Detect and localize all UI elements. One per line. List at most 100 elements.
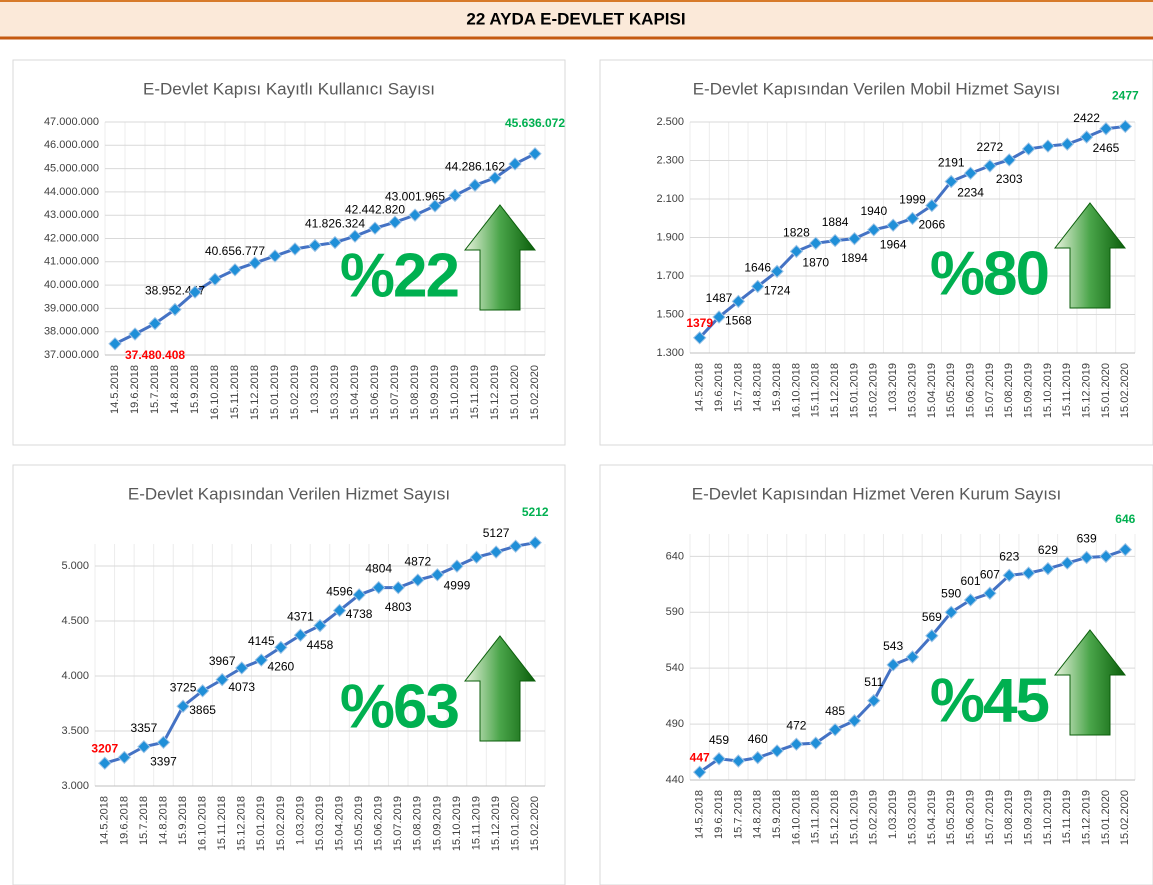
y-tick-label: 5.000 (61, 560, 89, 572)
x-tick-label: 14.8.2018 (752, 363, 764, 412)
value-label: 1487 (706, 291, 733, 305)
x-tick-label: 15.01.2019 (848, 363, 860, 418)
x-tick-label: 15.12.2019 (1081, 363, 1093, 418)
y-tick-label: 4.000 (61, 670, 89, 682)
x-tick-label: 15.08.2019 (409, 365, 421, 420)
x-tick-label: 15.9.2018 (771, 790, 783, 839)
marker (528, 147, 542, 161)
x-tick-label: 15.12.2019 (490, 796, 502, 851)
x-tick-label: 15.10.2019 (449, 365, 461, 420)
marker (313, 618, 327, 633)
value-label: 1568 (725, 314, 752, 328)
x-tick-label: 14.5.2018 (99, 796, 111, 845)
value-label: 1379 (686, 316, 713, 330)
marker (274, 640, 288, 655)
marker (828, 722, 842, 737)
value-label: 2477 (1112, 89, 1139, 103)
x-tick-label: 15.08.2019 (1003, 363, 1015, 418)
marker (468, 178, 482, 192)
marker (789, 244, 804, 259)
value-label: 3967 (209, 654, 236, 668)
value-label: 5127 (483, 526, 510, 540)
marker (828, 233, 842, 248)
x-tick-label: 14.8.2018 (169, 365, 181, 414)
x-tick-label: 1.03.2019 (887, 790, 899, 839)
growth-arrow (1053, 202, 1127, 309)
value-label: 3725 (170, 680, 197, 694)
x-tick-label: 15.03.2019 (329, 365, 341, 420)
value-label: 40.656.777 (205, 244, 265, 258)
marker (235, 661, 249, 675)
y-tick-label: 44.000.000 (44, 186, 99, 198)
marker (1099, 549, 1113, 564)
marker (1041, 139, 1055, 153)
x-tick-label: 15.7.2018 (732, 790, 744, 839)
x-tick-label: 15.11.2018 (229, 365, 241, 419)
value-label: 2191 (938, 156, 965, 170)
value-label: 4145 (248, 634, 275, 648)
chart-title: E-Devlet Kapısı Kayıtlı Kullanıcı Sayısı (143, 79, 435, 98)
marker (1118, 542, 1133, 557)
y-tick-label: 540 (666, 662, 684, 674)
value-label: 4738 (346, 607, 373, 621)
value-label: 42.442.820 (345, 202, 405, 216)
value-label: 1724 (764, 284, 791, 298)
x-tick-label: 1.03.2019 (309, 365, 321, 414)
marker (215, 672, 229, 687)
value-label: 5212 (522, 505, 549, 519)
value-label: 459 (709, 733, 729, 747)
value-label: 1884 (822, 215, 849, 229)
marker (428, 199, 442, 213)
x-tick-label: 15.12.2018 (249, 365, 261, 420)
y-tick-label: 1.900 (656, 231, 684, 243)
marker (248, 256, 262, 270)
header-bar (0, 0, 1153, 38)
x-tick-label: 15.01.2019 (255, 796, 267, 851)
chart-title: E-Devlet Kapısından Verilen Mobil Hizmet… (693, 79, 1061, 98)
page-title: 22 AYDA E-DEVLET KAPISI (466, 9, 685, 28)
x-tick-label: 15.02.2020 (529, 365, 541, 420)
value-label: 4260 (268, 660, 295, 674)
value-label: 38.952.447 (145, 284, 205, 298)
x-tick-label: 14.8.2018 (157, 796, 169, 845)
marker (98, 756, 112, 770)
marker (430, 568, 445, 582)
x-tick-label: 15.02.2019 (289, 365, 301, 420)
value-label: 41.826.324 (305, 217, 365, 231)
x-tick-label: 15.03.2019 (906, 790, 918, 845)
marker (328, 235, 342, 250)
x-tick-label: 15.01.2019 (269, 365, 281, 420)
marker (847, 714, 862, 728)
x-tick-label: 15.02.2019 (868, 363, 880, 418)
x-tick-label: 16.10.2018 (790, 363, 802, 418)
x-tick-label: 15.04.2019 (333, 796, 345, 851)
value-label: 4596 (326, 585, 353, 599)
growth-annotation: %63 (340, 672, 459, 741)
marker (408, 208, 422, 222)
marker (925, 198, 939, 213)
x-tick-label: 15.12.2018 (829, 790, 841, 845)
marker (1060, 556, 1074, 570)
marker (925, 629, 939, 643)
marker (352, 588, 366, 602)
x-tick-label: 15.09.2019 (431, 796, 443, 851)
x-tick-label: 15.07.2019 (984, 790, 996, 845)
y-tick-label: 2.300 (656, 154, 684, 166)
value-label: 4804 (365, 562, 392, 576)
marker (712, 310, 726, 324)
growth-annotation: %80 (930, 239, 1048, 308)
marker (809, 236, 823, 250)
x-tick-label: 15.11.2019 (1061, 363, 1073, 417)
marker (332, 603, 347, 618)
marker (308, 238, 322, 253)
marker (847, 231, 862, 246)
x-tick-label: 15.9.2018 (189, 365, 201, 414)
series-line (114, 152, 536, 346)
marker (1079, 550, 1094, 565)
growth-arrow (1053, 629, 1127, 736)
marker (168, 302, 182, 317)
marker (228, 263, 242, 277)
value-label: 2303 (996, 172, 1023, 186)
marker (254, 653, 269, 667)
value-label: 472 (786, 718, 806, 732)
